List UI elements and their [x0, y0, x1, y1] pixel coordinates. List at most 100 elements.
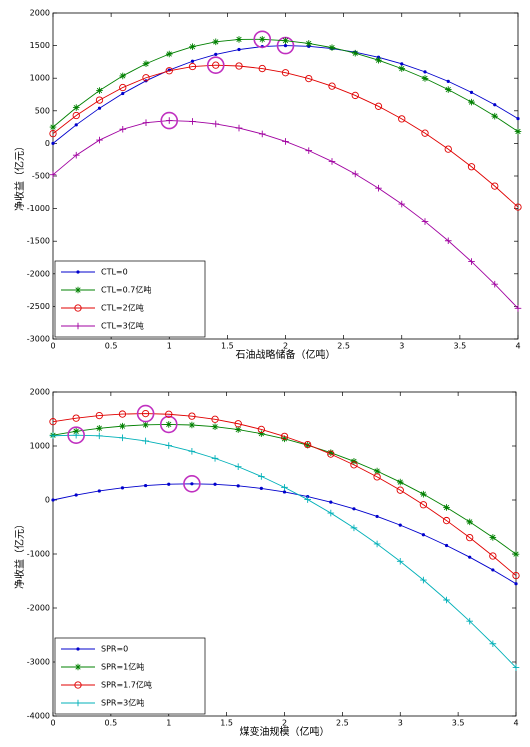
marker — [95, 411, 103, 420]
marker — [512, 550, 520, 558]
marker — [211, 423, 219, 431]
marker — [466, 533, 474, 542]
x-tick-label: 0.5 — [105, 342, 118, 351]
marker — [258, 430, 265, 437]
marker — [212, 120, 220, 128]
series-line — [52, 413, 517, 576]
marker — [74, 286, 82, 294]
marker — [142, 60, 150, 68]
marker — [281, 69, 290, 77]
marker — [421, 75, 429, 82]
marker — [351, 170, 359, 178]
marker — [468, 258, 475, 265]
marker — [258, 64, 266, 73]
marker — [420, 490, 427, 498]
marker — [72, 414, 80, 422]
x-tick-label: 1.5 — [220, 719, 233, 728]
marker — [97, 106, 102, 110]
marker — [121, 91, 125, 96]
marker — [190, 59, 195, 63]
legend-label: CTL=2亿吨 — [101, 303, 144, 313]
marker — [72, 111, 80, 120]
marker — [396, 486, 404, 494]
marker — [282, 490, 287, 494]
marker — [120, 486, 125, 490]
marker — [259, 486, 263, 490]
x-tick-label: 3.5 — [452, 719, 465, 728]
marker — [375, 56, 382, 64]
marker — [189, 118, 196, 125]
marker — [305, 74, 313, 83]
marker — [96, 136, 103, 144]
marker — [329, 500, 333, 504]
optimum-marker — [136, 404, 155, 423]
marker — [373, 540, 381, 548]
marker — [74, 322, 82, 330]
y-tick-label: -2000 — [27, 269, 50, 278]
marker — [282, 37, 289, 44]
marker — [398, 200, 406, 208]
marker — [350, 524, 358, 532]
marker — [443, 504, 450, 511]
marker — [141, 409, 150, 418]
marker — [119, 72, 127, 80]
marker — [327, 450, 335, 458]
y-tick-label: 1500 — [30, 41, 50, 50]
x-tick-label: 3 — [399, 342, 404, 351]
marker — [96, 87, 103, 94]
marker — [420, 576, 427, 584]
marker — [419, 501, 428, 509]
marker — [444, 543, 449, 548]
marker — [234, 426, 242, 433]
y-tick-label: -500 — [32, 172, 50, 181]
marker — [188, 447, 196, 455]
marker — [49, 418, 57, 426]
marker — [257, 425, 265, 434]
x-axis-label: 石油战略储备（亿吨） — [236, 348, 336, 361]
marker — [467, 163, 476, 171]
y-tick-label: -1000 — [27, 204, 50, 213]
marker — [514, 203, 522, 211]
marker — [76, 270, 80, 274]
x-tick-label: 4 — [515, 342, 520, 351]
chart: -3000 -2500 -2000 -1500 -1000 -500 0 500 1000 150… — [13, 9, 522, 361]
marker — [96, 432, 103, 440]
optimum-marker — [160, 111, 179, 130]
marker — [142, 74, 150, 82]
y-tick-label: 1000 — [30, 74, 50, 83]
y-tick-label: -2000 — [27, 604, 50, 613]
marker — [421, 218, 429, 225]
y-tick-label: -3000 — [27, 658, 50, 667]
marker — [165, 442, 173, 449]
marker — [396, 558, 404, 565]
marker — [96, 424, 103, 432]
marker — [280, 432, 289, 441]
marker — [304, 441, 311, 449]
marker — [49, 123, 57, 131]
marker — [489, 552, 497, 560]
legend-label: SPR=1.7亿吨 — [101, 680, 152, 690]
marker — [375, 184, 382, 192]
x-tick-label: 4 — [513, 719, 518, 728]
marker — [119, 83, 127, 92]
legend-label: CTL=0 — [101, 268, 128, 277]
marker — [74, 699, 82, 707]
x-tick-label: 2 — [282, 719, 287, 728]
marker — [211, 455, 219, 462]
marker — [165, 410, 173, 418]
y-tick-label: -1000 — [27, 550, 50, 559]
marker — [469, 90, 474, 94]
marker — [144, 483, 148, 488]
marker — [304, 496, 311, 503]
marker — [214, 52, 218, 57]
marker — [489, 534, 497, 541]
marker — [119, 434, 126, 442]
marker — [142, 119, 150, 127]
marker — [305, 147, 313, 154]
marker — [188, 421, 196, 429]
legend-label: CTL=0.7亿吨 — [101, 285, 151, 295]
marker — [328, 82, 336, 90]
x-tick-label: 2.5 — [337, 342, 350, 351]
y-axis-label: 净收益（亿元） — [13, 141, 26, 211]
marker — [97, 489, 101, 493]
